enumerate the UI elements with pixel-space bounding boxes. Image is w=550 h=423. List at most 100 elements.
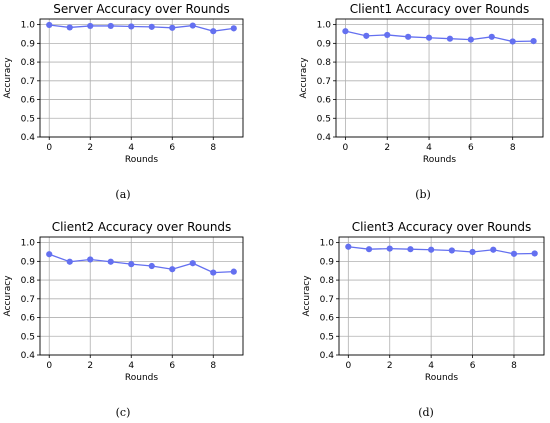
y-tick-label: 1.0 <box>21 239 36 249</box>
data-point <box>469 248 476 256</box>
data-point <box>384 31 391 39</box>
y-axis-label: Accuracy <box>302 275 312 317</box>
x-tick-label: 8 <box>510 143 516 153</box>
data-point <box>210 269 217 276</box>
x-tick-label: 2 <box>87 361 93 371</box>
x-tick-label: 4 <box>128 361 134 371</box>
x-tick-label: 6 <box>470 361 476 371</box>
y-tick-label: 0.8 <box>317 58 332 68</box>
data-point <box>46 21 53 29</box>
y-tick-label: 0.5 <box>21 332 35 342</box>
y-tick-label: 0.4 <box>320 351 335 361</box>
chart-panel-4: 0.4 0.5 0.6 0.7 0.8 0.9 1.0 0 2 4 6 8 Client3 Accura… <box>302 220 545 419</box>
x-axis-label: Rounds <box>425 373 458 383</box>
series-line <box>49 24 234 32</box>
data-point <box>87 22 94 30</box>
y-tick-label: 0.5 <box>21 114 35 124</box>
y-axis-label: Accuracy <box>3 57 13 99</box>
data-point <box>428 246 435 253</box>
chart-title: Client3 Accuracy over Rounds <box>352 220 532 234</box>
data-point <box>405 33 412 40</box>
data-point <box>210 28 217 35</box>
x-tick-label: 4 <box>428 361 434 371</box>
x-tick-label: 2 <box>87 143 93 153</box>
data-point <box>169 266 176 273</box>
chart-title: Server Accuracy over Rounds <box>53 2 230 16</box>
x-tick-label: 6 <box>169 143 175 153</box>
data-point <box>510 250 518 257</box>
data-point <box>531 250 538 257</box>
data-point <box>509 38 516 45</box>
data-point <box>530 38 537 45</box>
y-axis-label: Accuracy <box>3 275 13 317</box>
x-tick-label: 0 <box>46 361 52 371</box>
y-tick-label: 0.8 <box>21 276 36 286</box>
x-tick-label: 8 <box>511 361 517 371</box>
data-point <box>448 247 455 254</box>
series-line <box>345 30 534 43</box>
y-tick-label: 0.6 <box>21 96 36 106</box>
data-point <box>345 243 352 250</box>
data-point <box>107 22 114 30</box>
data-point <box>425 34 433 41</box>
data-point <box>107 258 114 265</box>
x-tick-label: 2 <box>384 143 390 153</box>
x-tick-label: 8 <box>210 143 216 153</box>
x-tick-label: 0 <box>343 143 349 153</box>
data-point <box>46 251 53 258</box>
chart-title: Client1 Accuracy over Rounds <box>350 2 530 16</box>
data-point <box>490 246 497 253</box>
data-point <box>189 260 196 267</box>
y-tick-label: 0.4 <box>21 351 36 361</box>
x-axis-label: Rounds <box>125 155 158 165</box>
data-point <box>407 246 414 253</box>
plot-frame <box>338 236 545 356</box>
x-axis-label: Rounds <box>423 155 456 165</box>
y-tick-label: 0.9 <box>317 39 332 49</box>
subfigure-caption: (a) <box>115 188 130 201</box>
y-tick-label: 0.6 <box>21 314 36 324</box>
series-line <box>348 246 535 255</box>
y-tick-label: 0.8 <box>320 276 335 286</box>
y-tick-label: 0.5 <box>317 114 331 124</box>
y-axis-label: Accuracy <box>299 57 309 99</box>
chart-title: Client2 Accuracy over Rounds <box>52 220 232 234</box>
data-point <box>66 24 73 31</box>
y-tick-label: 0.4 <box>21 133 36 143</box>
plot-frame <box>39 18 244 138</box>
y-tick-label: 0.5 <box>320 332 334 342</box>
y-tick-label: 0.4 <box>317 133 332 143</box>
x-tick-label: 4 <box>128 143 134 153</box>
y-tick-label: 0.7 <box>320 295 334 305</box>
plot-frame <box>39 236 244 356</box>
y-tick-label: 0.9 <box>21 257 36 267</box>
x-tick-label: 8 <box>210 361 216 371</box>
x-tick-label: 6 <box>468 143 474 153</box>
data-point <box>128 23 135 30</box>
chart-panel-2: 0.4 0.5 0.6 0.7 0.8 0.9 1.0 0 2 4 6 8 Client1 Accura… <box>299 2 544 201</box>
data-point <box>230 25 237 32</box>
chart-panel-1: 0.4 0.5 0.6 0.7 0.8 0.9 1.0 0 2 4 6 8 Server Accurac… <box>3 2 244 201</box>
data-point <box>66 258 73 265</box>
x-tick-label: 0 <box>345 361 351 371</box>
x-axis-label: Rounds <box>125 373 158 383</box>
chart-panel-3: 0.4 0.5 0.6 0.7 0.8 0.9 1.0 0 2 4 6 8 Client2 Accura… <box>3 220 244 419</box>
data-point <box>87 256 94 263</box>
series-line <box>49 253 234 274</box>
y-tick-label: 1.0 <box>320 239 335 249</box>
data-point <box>467 36 474 43</box>
subfigure-caption: (b) <box>415 188 431 201</box>
y-tick-label: 0.7 <box>317 77 331 87</box>
plot-frame <box>335 18 544 138</box>
data-point <box>365 246 373 253</box>
y-tick-label: 1.0 <box>317 21 332 31</box>
y-tick-label: 0.7 <box>21 295 35 305</box>
y-tick-label: 0.6 <box>317 96 332 106</box>
y-tick-label: 0.9 <box>21 39 36 49</box>
y-tick-label: 0.9 <box>320 257 335 267</box>
data-point <box>169 24 176 31</box>
data-point <box>230 268 237 275</box>
y-tick-label: 0.8 <box>21 58 36 68</box>
x-tick-label: 2 <box>387 361 393 371</box>
